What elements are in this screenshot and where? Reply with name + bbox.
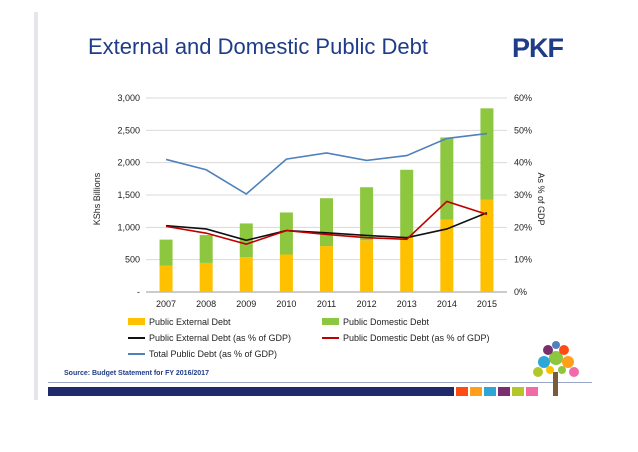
bar-external-debt: [320, 246, 333, 292]
footer-color-square: [456, 387, 468, 396]
y-left-tick-label: 1,000: [117, 222, 140, 232]
y-right-tick-label: 10%: [514, 255, 532, 265]
bar-domestic-debt: [440, 137, 454, 220]
y-left-tick-label: 3,000: [117, 93, 140, 103]
x-tick-label: 2015: [477, 299, 497, 309]
bar-domestic-debt: [159, 239, 173, 266]
y-left-tick-label: -: [137, 287, 140, 297]
footer-color-square: [498, 387, 510, 396]
bar-domestic-debt: [360, 187, 374, 241]
source-note: Source: Budget Statement for FY 2016/201…: [64, 370, 209, 377]
x-tick-label: 2014: [437, 299, 457, 309]
chart-lines: [165, 132, 488, 245]
y-left-axis-title: KShs Billions: [92, 172, 102, 225]
chart-legend: Public External Debt Public Domestic Debt…: [128, 317, 490, 359]
left-accent-bar: [34, 12, 38, 400]
y-right-tick-label: 30%: [514, 190, 532, 200]
bar-domestic-debt: [279, 212, 293, 255]
y-right-axis-title: As % of GDP: [536, 172, 546, 225]
y-left-tick-label: 500: [125, 255, 140, 265]
y-right-tick-label: 20%: [514, 222, 532, 232]
x-tick-label: 2010: [276, 299, 296, 309]
line-external-debt-pct: [165, 212, 488, 242]
page-title: External and Domestic Public Debt: [88, 34, 428, 59]
y-left-tick-label: 2,500: [117, 125, 140, 135]
x-tick-label: 2011: [317, 299, 336, 309]
y-right-tick-label: 50%: [514, 125, 532, 135]
x-tick-label: 2013: [397, 299, 417, 309]
chart-bars: [159, 108, 494, 292]
y-left-tick-label: 1,500: [117, 190, 140, 200]
footer-color-square: [526, 387, 538, 396]
line-domestic-debt-pct: [165, 200, 488, 245]
chart-ticks: - 500 1,000 1,500 2,000 2,500 3,000 0% 10% 20% 30%…: [117, 93, 532, 309]
legend-swatch: [322, 318, 339, 325]
bar-external-debt: [440, 219, 454, 292]
bar-external-debt: [400, 237, 414, 292]
bar-external-debt: [239, 257, 253, 292]
x-tick-label: 2008: [196, 299, 216, 309]
footer-line: [48, 382, 592, 383]
y-right-tick-label: 0%: [514, 287, 527, 297]
bar-domestic-debt: [400, 169, 414, 238]
legend-swatch: [128, 318, 145, 325]
footer-bar: [48, 387, 454, 396]
x-tick-label: 2007: [156, 299, 176, 309]
legend-label: Total Public Debt (as % of GDP): [149, 349, 277, 359]
tree-logo-icon: [533, 341, 579, 396]
debt-chart: - 500 1,000 1,500 2,000 2,500 3,000 0% 10% 20% 30%…: [92, 93, 546, 359]
y-left-tick-label: 2,000: [117, 158, 140, 168]
bar-domestic-debt: [480, 108, 494, 200]
footer-color-square: [484, 387, 496, 396]
bar-external-debt: [480, 199, 494, 292]
legend-label: Public Domestic Debt: [343, 317, 430, 327]
x-tick-label: 2012: [357, 299, 377, 309]
legend-label: Public Domestic Debt (as % of GDP): [343, 333, 490, 343]
legend-label: Public External Debt: [149, 317, 231, 327]
pkf-logo: PKF: [512, 33, 564, 63]
bar-external-debt: [159, 265, 173, 292]
bar-external-debt: [279, 254, 293, 292]
line-total-debt-pct: [165, 132, 488, 196]
footer-color-square: [470, 387, 482, 396]
y-right-tick-label: 60%: [514, 93, 532, 103]
bar-external-debt: [199, 262, 213, 292]
x-tick-label: 2009: [236, 299, 256, 309]
footer-color-square: [512, 387, 524, 396]
bar-domestic-debt: [320, 198, 333, 247]
legend-label: Public External Debt (as % of GDP): [149, 333, 291, 343]
y-right-tick-label: 40%: [514, 158, 532, 168]
bar-domestic-debt: [199, 235, 213, 263]
bar-external-debt: [360, 240, 374, 292]
